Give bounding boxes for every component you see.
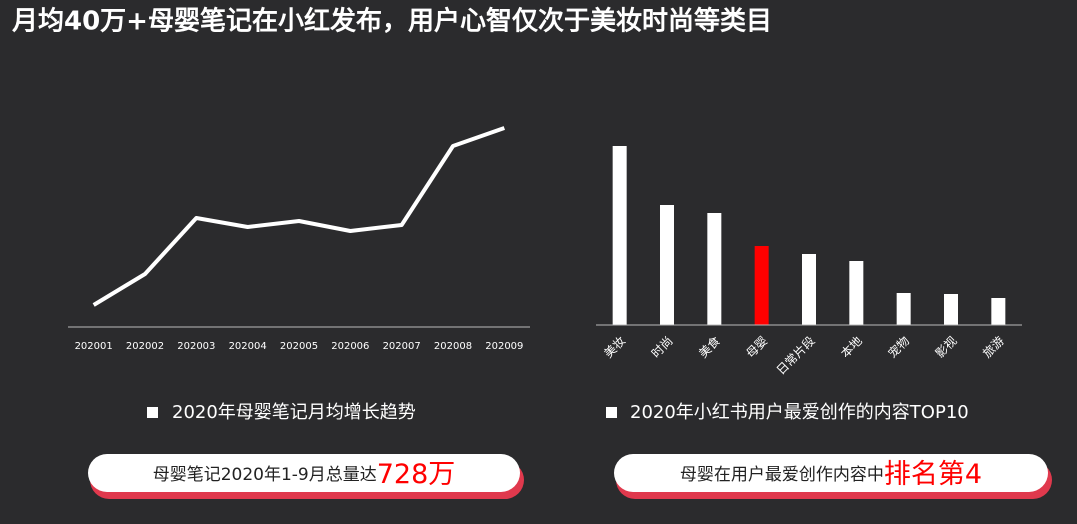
line <box>92 126 505 307</box>
bar <box>991 298 1006 325</box>
x-tick-label: 202007 <box>383 341 421 352</box>
bar <box>754 246 769 325</box>
x-tick-label: 202002 <box>126 341 164 352</box>
slide-title: 月均40万+母婴笔记在小红发布，用户心智仅次于美妆时尚等类目 <box>11 6 772 37</box>
bar <box>944 294 958 325</box>
x-tick-label: 202001 <box>75 341 113 352</box>
x-tick-label: 202006 <box>331 341 369 352</box>
bullet <box>147 407 158 418</box>
callout: 母婴笔记2020年1-9月总量达728万 <box>88 454 524 499</box>
x-tick-label: 202005 <box>280 341 318 352</box>
bar <box>707 213 722 325</box>
callout-label: 母婴在用户最爱创作内容中 <box>680 465 884 485</box>
callout-box <box>614 454 1048 492</box>
x-tick-label: 202004 <box>229 341 267 352</box>
x-tick-label: 202009 <box>485 341 523 352</box>
bar <box>849 261 864 325</box>
callout-text: 母婴在用户最爱创作内容中排名第4 <box>680 459 982 490</box>
callout-box <box>88 454 520 492</box>
bar <box>612 146 627 325</box>
bar <box>660 205 674 325</box>
x-tick-label: 202008 <box>434 341 472 352</box>
bullet <box>606 407 617 418</box>
chart-caption: 2020年小红书用户最爱创作的内容TOP10 <box>630 402 969 423</box>
bar <box>802 254 816 325</box>
x-tick-label: 202003 <box>177 341 215 352</box>
chart-caption: 2020年母婴笔记月均增长趋势 <box>172 402 416 423</box>
callout-highlight: 728万 <box>377 459 456 490</box>
callout-highlight: 排名第4 <box>884 459 982 490</box>
callout: 母婴在用户最爱创作内容中排名第4 <box>614 454 1052 499</box>
callout-text: 母婴笔记2020年1-9月总量达728万 <box>153 459 456 490</box>
bar <box>896 293 911 325</box>
callout-label: 母婴笔记2020年1-9月总量达 <box>153 465 377 485</box>
